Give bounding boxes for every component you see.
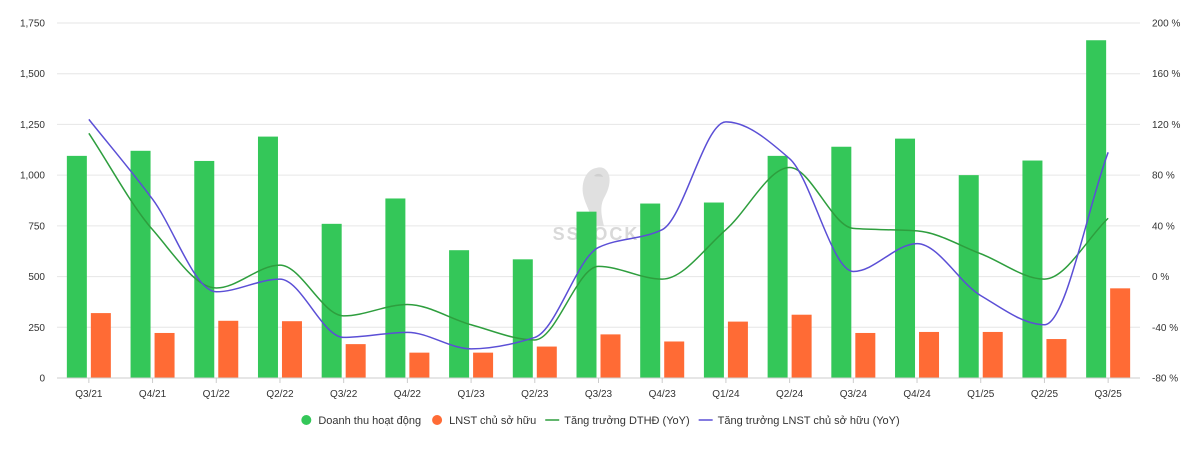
y-right-tick-label: 160 % <box>1152 69 1180 80</box>
y-right-tick-label: 40 % <box>1152 221 1175 232</box>
x-tick-label: Q2/25 <box>1031 389 1059 400</box>
x-tick-label: Q3/23 <box>585 389 613 400</box>
bar-lnst[interactable] <box>919 331 940 378</box>
bar-lnst[interactable] <box>664 341 685 378</box>
bar-doanh-thu[interactable] <box>257 136 278 378</box>
bar-doanh-thu[interactable] <box>767 155 788 378</box>
x-tick-label: Q2/22 <box>266 389 294 400</box>
x-tick-label: Q3/24 <box>840 389 868 400</box>
y-left-tick-label: 1,250 <box>20 120 45 131</box>
bar-lnst[interactable] <box>90 313 111 378</box>
y-left-tick-label: 500 <box>28 272 45 283</box>
x-tick-label: Q4/21 <box>139 389 167 400</box>
legend-item[interactable]: LNST chủ sở hữu <box>432 415 536 427</box>
bar-doanh-thu[interactable] <box>1086 40 1107 378</box>
y-right-tick-label: 200 % <box>1152 19 1180 30</box>
bar-lnst[interactable] <box>1110 288 1131 378</box>
y-left-tick-label: 750 <box>28 221 45 232</box>
x-tick-label: Q3/21 <box>75 389 103 400</box>
bar-doanh-thu[interactable] <box>895 138 916 378</box>
y-left-tick-label: 250 <box>28 323 45 334</box>
x-tick-label: Q2/24 <box>776 389 804 400</box>
legend: Doanh thu hoạt động LNST chủ sở hữu Tăng t… <box>301 415 900 427</box>
bar-doanh-thu[interactable] <box>321 223 342 378</box>
bar-lnst[interactable] <box>982 331 1003 378</box>
bar-lnst[interactable] <box>727 321 748 378</box>
bar-doanh-thu[interactable] <box>703 202 724 378</box>
bar-lnst[interactable] <box>791 314 812 378</box>
bar-lnst[interactable] <box>154 332 175 378</box>
bar-lnst[interactable] <box>855 332 876 378</box>
legend-item[interactable]: Tăng trưởng LNST chủ sở hữu (YoY) <box>698 415 900 427</box>
legend-item[interactable]: Tăng trưởng DTHĐ (YoY) <box>545 415 690 427</box>
legend-marker <box>432 415 443 425</box>
line-tang-truong-lnst[interactable] <box>88 118 1109 350</box>
bar-lnst[interactable] <box>600 334 621 378</box>
y-right-tick-label: 120 % <box>1152 120 1180 131</box>
x-tick-label: Q4/24 <box>903 389 931 400</box>
bar-doanh-thu[interactable] <box>958 175 979 378</box>
axes: 0 250 500 750 1,000 1,250 1,500 1,750 -80 % -40 %… <box>20 19 1180 401</box>
bar-lnst[interactable] <box>409 352 430 378</box>
bar-doanh-thu[interactable] <box>130 150 151 378</box>
bar-lnst[interactable] <box>473 352 494 378</box>
legend-item[interactable]: Doanh thu hoạt động <box>301 415 421 427</box>
legend-marker <box>301 415 312 425</box>
y-right-tick-label: 80 % <box>1152 171 1175 182</box>
legend-label: Tăng trưởng DTHĐ (YoY) <box>564 415 689 427</box>
bar-doanh-thu[interactable] <box>512 259 533 378</box>
x-tick-label: Q1/25 <box>967 389 995 400</box>
y-left-tick-label: 0 <box>39 374 45 385</box>
y-left-tick-label: 1,750 <box>20 19 45 30</box>
bar-lnst[interactable] <box>536 346 557 378</box>
x-tick-label: Q2/23 <box>521 389 549 400</box>
bar-doanh-thu[interactable] <box>449 250 470 378</box>
bar-doanh-thu[interactable] <box>66 155 87 378</box>
bars <box>66 40 1131 378</box>
bar-lnst[interactable] <box>218 320 239 378</box>
bar-doanh-thu[interactable] <box>640 203 661 378</box>
x-tick-label: Q1/24 <box>712 389 740 400</box>
bar-lnst[interactable] <box>281 321 302 378</box>
x-tick-label: Q4/22 <box>394 389 422 400</box>
y-left-tick-label: 1,000 <box>20 171 45 182</box>
x-tick-label: Q3/22 <box>330 389 358 400</box>
y-right-tick-label: 0 % <box>1152 272 1169 283</box>
y-right-tick-label: -40 % <box>1152 323 1178 334</box>
bar-doanh-thu[interactable] <box>1022 160 1043 378</box>
bar-lnst[interactable] <box>345 344 366 378</box>
legend-label: Tăng trưởng LNST chủ sở hữu (YoY) <box>718 415 900 427</box>
legend-label: LNST chủ sở hữu <box>449 415 536 427</box>
line-tang-truong-dthd[interactable] <box>88 132 1109 341</box>
x-tick-label: Q1/23 <box>457 389 485 400</box>
x-tick-label: Q4/23 <box>649 389 677 400</box>
bar-doanh-thu[interactable] <box>194 160 215 378</box>
x-tick-label: Q3/25 <box>1095 389 1123 400</box>
bar-doanh-thu[interactable] <box>576 211 597 378</box>
lines <box>88 118 1109 350</box>
x-tick-label: Q1/22 <box>203 389 231 400</box>
bar-doanh-thu[interactable] <box>385 198 406 378</box>
bar-lnst[interactable] <box>1046 339 1067 378</box>
legend-label: Doanh thu hoạt động <box>318 415 421 427</box>
y-right-tick-label: -80 % <box>1152 374 1178 385</box>
y-left-tick-label: 1,500 <box>20 69 45 80</box>
